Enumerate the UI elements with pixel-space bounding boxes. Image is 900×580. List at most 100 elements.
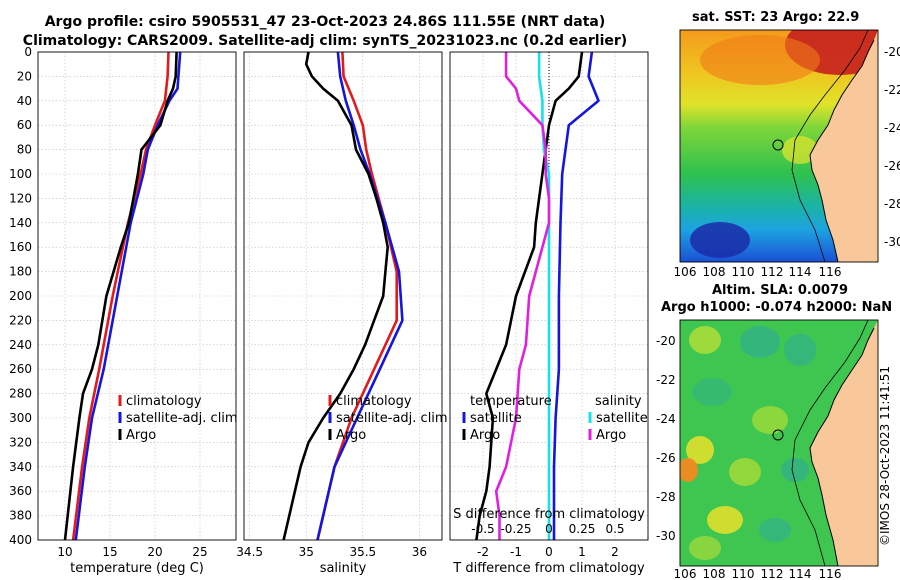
y-tick-label: 200 <box>9 289 32 303</box>
y-tick-label: 340 <box>9 460 32 474</box>
sla-map-y-tick-labels: -20 -22 -24 -26 -28 -30 <box>656 334 676 543</box>
sst-map-x-tick-labels: 106 108 110 112 114 116 <box>674 265 842 279</box>
sst-ytick: -26 <box>884 159 900 173</box>
sla-xtick: 110 <box>732 567 755 580</box>
sla-map-title-line2: Argo h1000: -0.074 h2000: NaN <box>661 300 893 315</box>
secondary-axis-label: S difference from climatology <box>453 507 645 522</box>
sst-ytick: -30 <box>884 235 900 249</box>
y-tick-label: 380 <box>9 509 32 523</box>
x-tick-label: 0 <box>545 545 553 559</box>
series-line-t-argo <box>475 51 584 541</box>
argo-location-marker-sst <box>772 139 784 151</box>
y-tick-label: 100 <box>9 167 32 181</box>
sla-ytick: -26 <box>656 451 676 465</box>
secondary-x-tick-label: 0 <box>545 522 553 536</box>
legend-label: satellite-adj. clim <box>126 411 238 426</box>
sla-map-x-tick-labels: 106 108 110 112 114 116 <box>674 567 842 580</box>
secondary-x-tick-label: 0.25 <box>569 522 596 536</box>
sla-map-frame <box>679 319 879 567</box>
y-tick-label: 180 <box>9 265 32 279</box>
legend-label: Argo <box>596 428 626 443</box>
panel-salinity: 34.5 35 35.5 36 salinity climatology satellite… <box>236 51 448 576</box>
y-tick-label: 60 <box>17 118 32 132</box>
sst-ytick: -20 <box>884 45 900 59</box>
x-tick-label: 10 <box>57 545 72 559</box>
x-tick-label: 35 <box>299 545 314 559</box>
sst-xtick: 114 <box>789 265 812 279</box>
x-tick-label: 15 <box>102 545 117 559</box>
sla-ytick: -20 <box>656 334 676 348</box>
y-tick-label: 360 <box>9 484 32 498</box>
x-axis-label: temperature (deg C) <box>70 561 204 576</box>
panel-temperature: 0 20 40 60 80 100 120 140 160 180 200 220 240 260 280 3… <box>9 45 238 576</box>
sst-map-frame <box>679 29 879 263</box>
plot-frame <box>37 51 237 541</box>
y-tick-label: 160 <box>9 240 32 254</box>
sst-xtick: 110 <box>732 265 755 279</box>
sla-xtick: 116 <box>819 567 842 580</box>
x-tick-label: 2 <box>611 545 619 559</box>
series-line-satellite-adj-clim <box>74 51 182 541</box>
y-tick-label: 40 <box>17 94 32 108</box>
series-line-s-argo <box>494 52 551 540</box>
y-tick-label: 300 <box>9 411 32 425</box>
panel-differences: -2 -1 0 1 2 T difference from climatology temp… <box>449 51 649 576</box>
y-tick-label: 320 <box>9 435 32 449</box>
y-tick-label: 80 <box>17 143 32 157</box>
figure-title-line1: Argo profile: csiro 5905531_47 23-Oct-20… <box>44 14 606 30</box>
sla-ytick: -28 <box>656 490 676 504</box>
x-tick-label: 35.5 <box>349 545 376 559</box>
x-tick-label: 20 <box>147 545 162 559</box>
y-tick-label: 20 <box>17 69 32 83</box>
series-line-argo <box>282 51 390 541</box>
sla-ytick: -24 <box>656 412 676 426</box>
legend-label: satellite <box>470 411 522 426</box>
sla-ytick: -30 <box>656 529 676 543</box>
sla-xtick: 112 <box>761 567 784 580</box>
x-axis-label: salinity <box>320 561 367 576</box>
sst-map-y-tick-labels: -20 -22 -24 -26 -28 -30 <box>884 45 900 249</box>
x-tick-label: 36 <box>412 545 427 559</box>
legend-label: satellite-adj. clim <box>336 411 448 426</box>
y-tick-label: 400 <box>9 533 32 547</box>
legend-label: climatology <box>126 394 202 409</box>
legend-label: satellite <box>596 411 648 426</box>
sst-xtick: 116 <box>819 265 842 279</box>
x-tick-label: 25 <box>192 545 207 559</box>
sla-map <box>680 320 878 566</box>
x-tick-label: 1 <box>578 545 586 559</box>
y-tick-label: 0 <box>24 45 32 59</box>
legend-label: climatology <box>336 394 412 409</box>
sst-xtick: 112 <box>761 265 784 279</box>
sla-xtick: 106 <box>674 567 697 580</box>
series-line-argo <box>63 51 178 541</box>
secondary-x-tick-label: 0.5 <box>605 522 624 536</box>
legend-title-temperature: temperature <box>470 394 552 409</box>
x-axis-label: T difference from climatology <box>452 561 645 576</box>
plot-frame <box>243 51 443 541</box>
legend-title-salinity: salinity <box>595 394 642 409</box>
sla-xtick: 108 <box>703 567 726 580</box>
legend-label: Argo <box>470 428 500 443</box>
plot-frame <box>449 51 649 541</box>
profile-panels: 0204060801001201401601802002202402602803… <box>9 45 649 576</box>
x-tick-label: -2 <box>477 545 489 559</box>
x-tick-label: 34.5 <box>236 545 263 559</box>
legend-label: Argo <box>126 428 156 443</box>
figure-title-line2: Climatology: CARS2009. Satellite-adj cli… <box>22 33 628 49</box>
sla-ytick: -22 <box>656 373 676 387</box>
y-tick-label: 220 <box>9 313 32 327</box>
sla-xtick: 114 <box>789 567 812 580</box>
y-tick-label: 120 <box>9 191 32 205</box>
sst-ytick: -22 <box>884 83 900 97</box>
sst-map-title: sat. SST: 23 Argo: 22.9 <box>692 10 860 25</box>
y-tick-label: 240 <box>9 338 32 352</box>
y-tick-label: 280 <box>9 387 32 401</box>
sst-xtick: 108 <box>703 265 726 279</box>
sst-ytick: -28 <box>884 197 900 211</box>
x-tick-label: -1 <box>510 545 522 559</box>
legend-label: Argo <box>336 428 366 443</box>
y-tick-label: 140 <box>9 216 32 230</box>
secondary-x-tick-label: -0.5 <box>471 522 494 536</box>
